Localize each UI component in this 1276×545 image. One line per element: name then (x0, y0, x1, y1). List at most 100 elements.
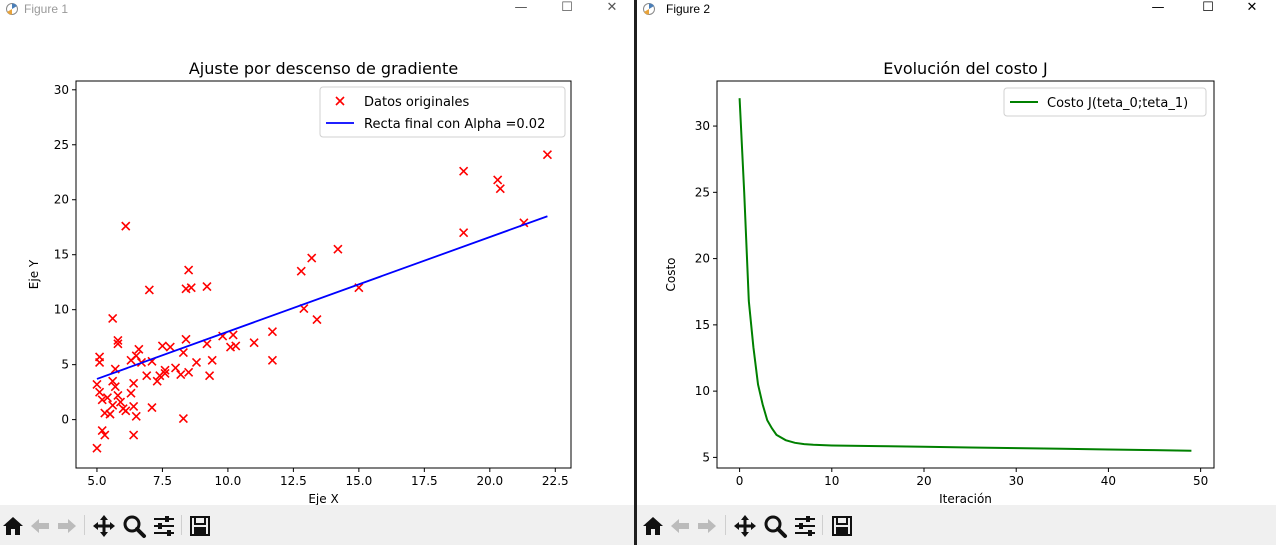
x-marker (184, 265, 194, 275)
x-tick-label: 50 (1193, 474, 1208, 488)
data-point (176, 369, 186, 380)
pan-icon[interactable] (91, 513, 117, 539)
back-icon[interactable] (667, 513, 693, 539)
data-point (184, 367, 194, 377)
back-icon[interactable] (27, 513, 53, 539)
maximize-button[interactable]: ☐ (1202, 0, 1214, 15)
x-marker (97, 426, 107, 436)
x-marker (186, 283, 196, 293)
x-marker (142, 371, 152, 381)
x-marker (191, 357, 202, 368)
scatter-fit-figure[interactable]: Ajuste por descenso de gradiente 5.0 7.5 10… (0, 18, 634, 505)
x-marker (131, 411, 141, 421)
data-point (312, 315, 322, 325)
x-marker (129, 401, 139, 411)
home-icon[interactable] (640, 513, 666, 539)
x-marker (121, 406, 131, 416)
data-point (165, 342, 175, 352)
zoom-icon[interactable] (762, 513, 788, 539)
zoom-icon[interactable] (121, 513, 147, 539)
x-marker (126, 388, 136, 398)
data-point (542, 150, 552, 160)
pan-icon[interactable] (732, 513, 758, 539)
x-marker (134, 344, 144, 354)
x-tick-label: 40 (1101, 474, 1116, 488)
x-tick-label: 20 (916, 474, 931, 488)
x-marker (108, 400, 118, 410)
data-point (131, 411, 141, 421)
window-title: Figure 1 (24, 2, 69, 16)
x-marker (92, 443, 102, 453)
x-marker (144, 285, 154, 295)
figure-2-window: Figure 2 — ☐ ✕ Evolución del costo J 0 10 2… (637, 0, 1276, 545)
x-marker (542, 150, 552, 160)
legend-marker-scatter (335, 96, 345, 106)
toolbar-separator (84, 515, 85, 535)
minimize-button[interactable]: — (1151, 0, 1165, 15)
legend-label: Costo J(teta_0;teta_1) (1047, 96, 1188, 111)
x-marker (113, 335, 123, 346)
data-point (178, 413, 188, 424)
x-tick-label: 22.5 (542, 474, 569, 488)
y-tick-label: 20 (695, 252, 710, 266)
x-tick-label: 0 (736, 474, 744, 488)
x-marker (267, 327, 277, 337)
data-point (267, 355, 277, 365)
x-marker (97, 395, 107, 405)
data-point (100, 430, 110, 440)
y-tick-label: 0 (61, 413, 69, 427)
data-point (207, 355, 217, 365)
data-point (178, 347, 188, 358)
save-icon[interactable] (829, 513, 855, 539)
data-point (113, 335, 123, 346)
data-point (131, 351, 141, 361)
toolbar-separator (181, 515, 182, 535)
data-point (170, 363, 181, 373)
data-point (228, 330, 238, 340)
configure-subplots-icon[interactable] (151, 513, 177, 539)
x-marker (228, 330, 238, 340)
save-icon[interactable] (187, 513, 213, 539)
navigation-toolbar (637, 505, 1276, 545)
data-point (92, 443, 102, 453)
x-marker (121, 221, 131, 231)
data-point (108, 376, 118, 386)
x-axis-label: Iteración (939, 492, 992, 505)
data-point (144, 285, 154, 295)
data-point (191, 357, 202, 368)
cost-evolution-figure[interactable]: Evolución del costo J 0 10 20 30 40 50 5 10 15 20 2… (637, 18, 1276, 505)
x-marker (333, 244, 343, 254)
minimize-button[interactable]: — (514, 0, 528, 15)
y-tick-label: 10 (54, 303, 69, 317)
configure-subplots-icon[interactable] (792, 513, 818, 539)
data-point (97, 395, 107, 405)
x-axis-label: Eje X (308, 492, 338, 505)
x-marker (147, 402, 157, 413)
forward-icon[interactable] (694, 513, 720, 539)
y-tick-label: 5 (61, 358, 69, 372)
data-point (110, 382, 120, 392)
toolbar-separator (725, 515, 726, 535)
data-point (121, 221, 131, 231)
data-point (459, 228, 469, 238)
matplotlib-app-icon (6, 3, 18, 15)
x-marker (459, 228, 469, 238)
toolbar-separator (822, 515, 823, 535)
x-marker (312, 315, 322, 325)
data-point (231, 341, 241, 351)
close-button[interactable]: ✕ (1246, 0, 1258, 15)
data-point (202, 282, 212, 292)
forward-icon[interactable] (54, 513, 80, 539)
x-tick-label: 20.0 (476, 474, 503, 488)
x-marker (95, 387, 105, 397)
data-point (113, 339, 123, 349)
y-tick-label: 25 (695, 185, 710, 199)
title-bar[interactable]: Figure 1 — ☐ ✕ (0, 0, 634, 18)
x-marker (160, 368, 170, 379)
title-bar[interactable]: Figure 2 — ☐ ✕ (637, 0, 1276, 18)
close-button[interactable]: ✕ (606, 0, 618, 15)
y-tick-label: 10 (695, 384, 710, 398)
maximize-button[interactable]: ☐ (561, 0, 573, 15)
legend: Datos originales Recta final con Alpha =0… (319, 86, 566, 138)
home-icon[interactable] (0, 513, 26, 539)
